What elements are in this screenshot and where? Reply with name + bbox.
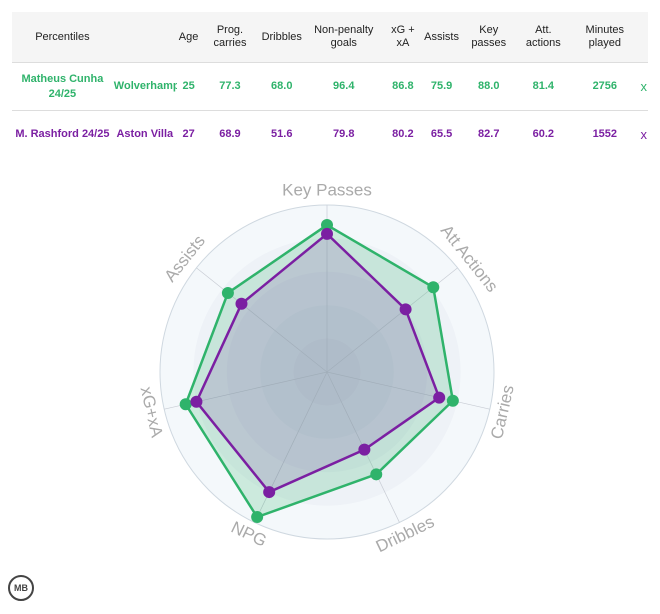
data-point bbox=[358, 443, 371, 456]
data-point bbox=[221, 286, 234, 299]
cell-assists: 65.5 bbox=[422, 110, 461, 158]
axis-label: Key Passes bbox=[282, 180, 372, 199]
cell-dribbles: 68.0 bbox=[259, 62, 304, 111]
series-area bbox=[184, 223, 455, 519]
cell-att-actions: 60.2 bbox=[516, 110, 571, 158]
column-header[interactable]: Key passes bbox=[471, 24, 507, 49]
column-header[interactable]: Percentiles bbox=[35, 30, 90, 43]
cell-prog-carries: 77.3 bbox=[200, 62, 260, 111]
data-point bbox=[427, 281, 440, 294]
cell-minutes: 1552 bbox=[570, 110, 640, 158]
cell-club: Wolverhampton bbox=[112, 62, 177, 111]
data-point bbox=[446, 394, 459, 407]
column-header[interactable]: Prog. carries bbox=[213, 24, 247, 49]
data-point bbox=[179, 398, 192, 411]
column-header[interactable]: Non-penalty goals bbox=[314, 24, 374, 49]
cell-assists: 75.9 bbox=[422, 62, 461, 111]
cell-key-passes: 82.7 bbox=[461, 110, 517, 158]
cell-minutes: 2756 bbox=[570, 62, 640, 111]
remove-player-button[interactable]: x bbox=[639, 62, 648, 111]
cell-dribbles: 51.6 bbox=[259, 110, 304, 158]
radar-axis bbox=[326, 371, 490, 410]
logo-text: MB bbox=[14, 583, 28, 593]
data-point bbox=[235, 297, 248, 310]
cell-att-actions: 81.4 bbox=[516, 62, 571, 111]
cell-player: M. Rashford 24/25 bbox=[12, 110, 113, 158]
cell-xg-xa: 86.8 bbox=[383, 62, 423, 111]
cell-npg: 79.8 bbox=[303, 110, 384, 158]
column-header[interactable]: Age bbox=[178, 30, 199, 43]
remove-player-button[interactable]: x bbox=[639, 110, 648, 158]
cell-npg: 96.4 bbox=[303, 62, 384, 111]
radar-axis bbox=[196, 267, 328, 373]
cell-player: Matheus Cunha 24/25 bbox=[12, 62, 113, 111]
data-point bbox=[190, 395, 203, 408]
series-area bbox=[194, 232, 441, 494]
column-header[interactable]: Assists bbox=[424, 30, 459, 43]
data-point bbox=[251, 511, 264, 524]
column-header[interactable]: Minutes played bbox=[585, 24, 625, 49]
column-header[interactable] bbox=[639, 12, 648, 63]
table-row: Matheus Cunha 24/25Wolverhampton2577.368… bbox=[12, 62, 648, 111]
cell-prog-carries: 68.9 bbox=[200, 110, 260, 158]
column-header[interactable]: Att. actions bbox=[525, 24, 561, 49]
data-point bbox=[263, 486, 276, 499]
data-point bbox=[321, 227, 333, 240]
logo: MB bbox=[8, 575, 34, 601]
column-header[interactable]: xG + xA bbox=[391, 24, 415, 49]
cell-key-passes: 88.0 bbox=[461, 62, 517, 111]
table-row: M. Rashford 24/25 Aston Villa 27 68.9 51.6 79… bbox=[12, 110, 648, 158]
data-point bbox=[433, 391, 446, 404]
data-point bbox=[321, 219, 333, 232]
cell-xg-xa: 80.2 bbox=[383, 110, 423, 158]
cell-age: 25 bbox=[176, 62, 201, 111]
column-header[interactable] bbox=[113, 12, 177, 63]
cell-club: Aston Villa bbox=[112, 110, 177, 158]
data-point bbox=[370, 468, 383, 481]
cell-age: 27 bbox=[176, 110, 201, 158]
column-header[interactable]: Dribbles bbox=[261, 30, 302, 43]
data-point bbox=[399, 303, 412, 316]
comparison-table: Percentiles Age Prog. carries Dribbles Non-p… bbox=[12, 12, 648, 158]
